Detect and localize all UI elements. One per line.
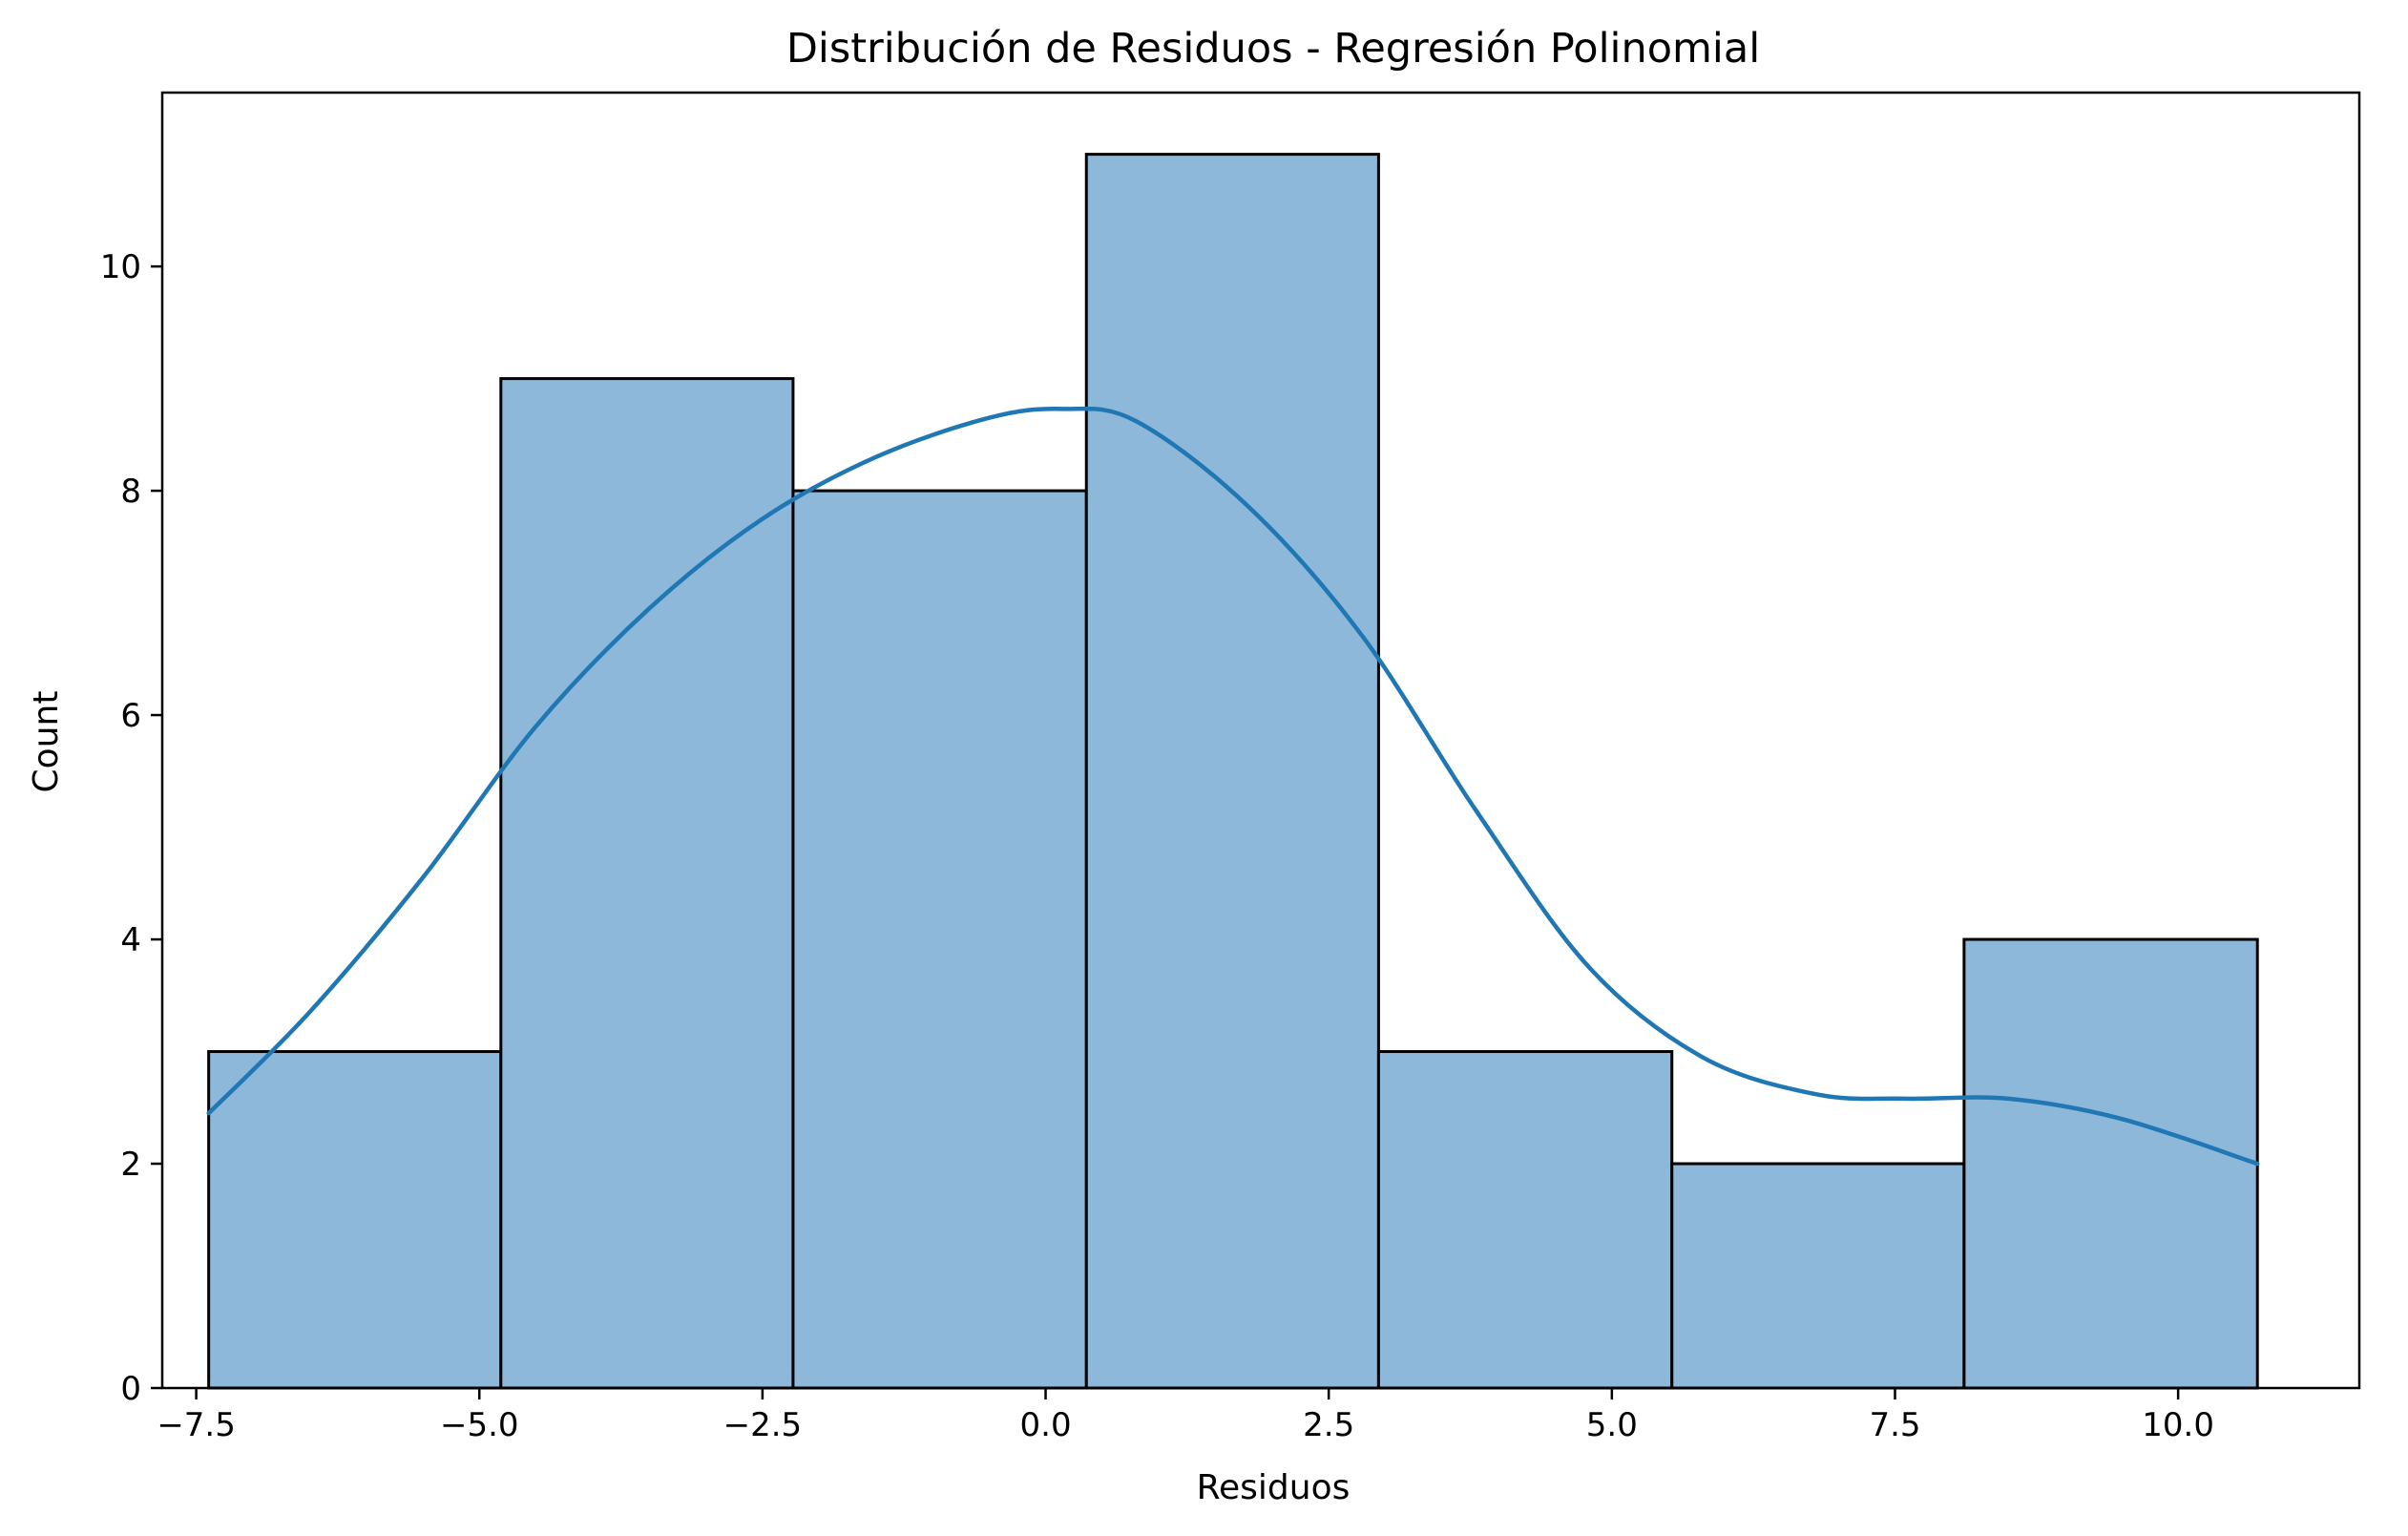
y-tick-label: 10: [100, 248, 141, 286]
y-tick-label: 4: [120, 921, 141, 959]
histogram-bar-5: [1376, 1050, 1674, 1390]
y-tick-label: 2: [120, 1146, 141, 1184]
plot-frame: [160, 91, 2361, 1390]
bars-group: [207, 153, 2259, 1390]
y-axis-label: Count: [27, 691, 66, 793]
y-tick-label: 0: [120, 1370, 141, 1408]
histogram-bar-7: [1962, 937, 2259, 1390]
x-tick-label: 10.0: [2142, 1406, 2214, 1444]
x-axis-label: Residuos: [1197, 1468, 1351, 1507]
histogram-bar-3: [791, 489, 1088, 1390]
y-axis: 0 2 4 6 8 10: [100, 248, 162, 1408]
chart-title: Distribución de Residuos - Regresión Pol…: [786, 25, 1760, 73]
x-tick-label: 7.5: [1869, 1406, 1920, 1444]
x-axis: −7.5 −5.0 −2.5 0.0 2.5 5.0 7.5 10.0: [157, 1388, 2214, 1444]
histogram-bar-1: [207, 1050, 503, 1390]
histogram-bar-4: [1084, 153, 1380, 1390]
histogram-bar-2: [499, 377, 795, 1390]
x-tick-label: −7.5: [157, 1406, 236, 1444]
kde-curve: [206, 406, 2260, 1167]
y-tick-label: 6: [120, 697, 141, 735]
histogram-bar-6: [1670, 1162, 1966, 1390]
kde-layer: [206, 406, 2260, 1167]
x-tick-label: 2.5: [1303, 1406, 1354, 1444]
x-tick-label: −2.5: [723, 1406, 803, 1444]
x-tick-label: 5.0: [1586, 1406, 1638, 1444]
x-tick-label: 0.0: [1020, 1406, 1072, 1444]
x-tick-label: −5.0: [440, 1406, 519, 1444]
y-tick-label: 8: [120, 473, 141, 511]
